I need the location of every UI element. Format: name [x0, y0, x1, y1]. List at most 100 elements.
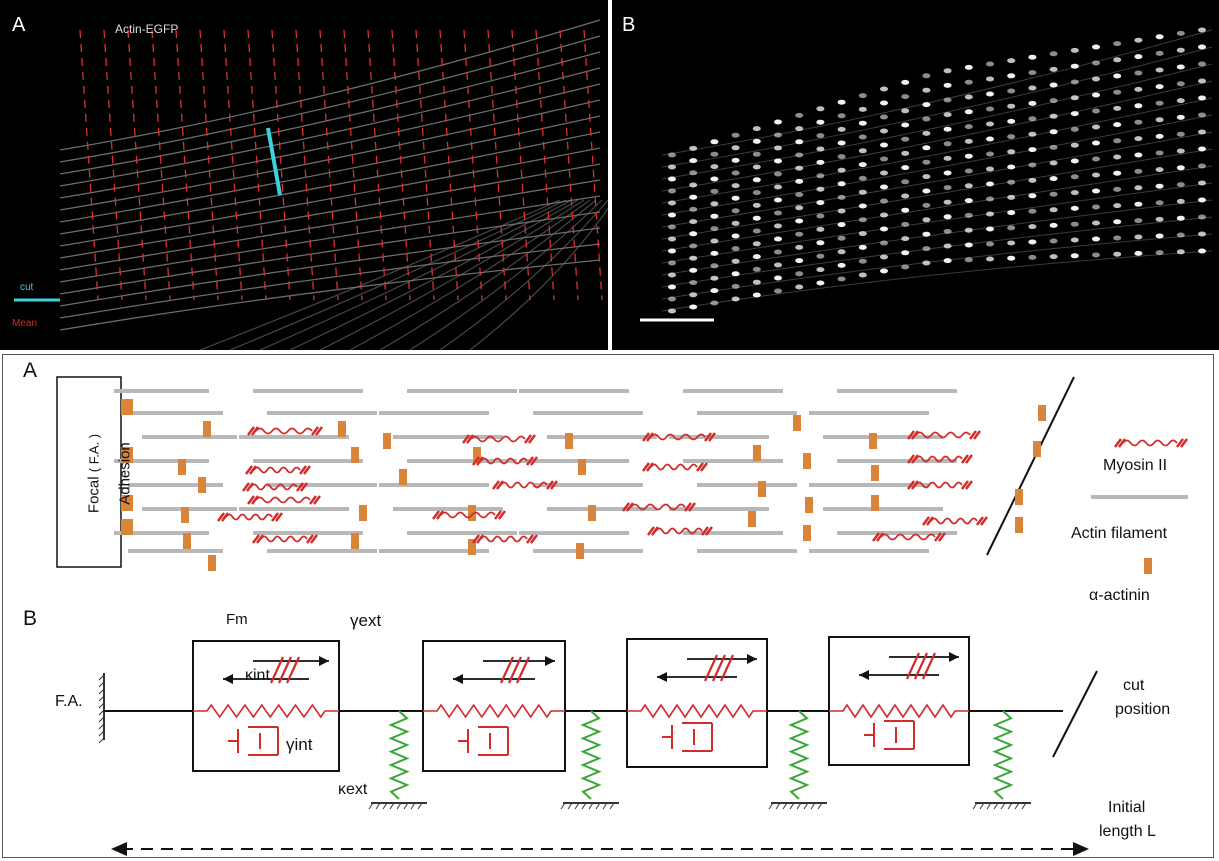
actinin-punctum: [752, 151, 761, 157]
actinin-punctum: [689, 292, 698, 298]
actinin-punctum: [731, 258, 740, 264]
actinin-punctum: [1092, 92, 1100, 98]
actinin-punctum: [1176, 182, 1185, 188]
motor-crossbridge: [712, 654, 726, 682]
schematic-frame: A Focal ( F.A. ) Adhesion Myosin II Acti…: [2, 354, 1214, 858]
actinin-punctum: [1176, 249, 1185, 255]
ground-hatch: [1007, 802, 1013, 810]
actinin-punctum: [816, 159, 825, 165]
actinin-punctum: [795, 112, 804, 118]
sarcomere-unit-1: [192, 640, 340, 772]
actinin-punctum: [1007, 179, 1016, 185]
actinin-punctum: [1028, 116, 1037, 122]
actinin-punctum: [880, 198, 888, 204]
actinin-punctum: [1070, 111, 1079, 117]
internal-spring: [627, 703, 767, 719]
motor-arrowhead-left: [859, 670, 869, 680]
fiber: [661, 97, 1213, 204]
motor-crossbridge: [270, 656, 284, 684]
actinin-punctum: [1092, 60, 1100, 66]
actinin-punctum: [1198, 248, 1206, 254]
actinin-punctum: [1155, 167, 1164, 173]
actinin-punctum: [1155, 84, 1164, 90]
fa-hatch: [98, 695, 105, 702]
actinin-punctum: [816, 119, 825, 125]
ground-hatch: [417, 802, 423, 810]
actinin-punctum: [1028, 239, 1037, 245]
actinin-punctum: [710, 275, 719, 281]
ground-hatch: [810, 802, 816, 810]
actinin-punctum: [752, 292, 761, 298]
actinin-punctum: [901, 122, 910, 128]
myosin-motor: [622, 502, 696, 512]
ground-hatch: [1014, 802, 1020, 810]
ground-hatch: [382, 802, 388, 810]
actinin-punctum: [1070, 237, 1079, 243]
alpha-actinin: [208, 555, 216, 571]
actinin-punctum: [986, 226, 994, 232]
actinin-punctum: [880, 100, 888, 106]
actinin-punctum: [964, 168, 973, 174]
alpha-actinin: [383, 433, 391, 449]
actinin-punctum: [901, 193, 910, 199]
unit-box: [626, 638, 768, 768]
actinin-punctum: [1092, 252, 1100, 258]
actinin-punctum: [858, 203, 867, 209]
stress-fiber: [59, 179, 601, 271]
actinin-punctum: [1007, 103, 1016, 109]
tracking-line: [79, 29, 99, 301]
fa-hatch: [98, 688, 105, 695]
actinin-punctum: [1049, 222, 1058, 228]
actinin-punctum: [710, 213, 719, 219]
actinin-punctum: [1049, 176, 1058, 182]
actinin-punctum: [880, 156, 888, 162]
initial-length-label-line2: length L: [1099, 823, 1156, 840]
actinin-punctum: [837, 235, 846, 241]
sarcomere-unit-3: [626, 638, 768, 768]
ext-spring-coil: [580, 710, 602, 800]
ground-hatch: [1000, 802, 1006, 810]
cut-legend-label: cut: [20, 282, 34, 293]
actinin-punctum: [668, 212, 676, 218]
actinin-punctum: [1176, 215, 1185, 221]
actinin-punctum: [752, 241, 761, 247]
actinin-punctum: [1092, 156, 1100, 162]
actinin-punctum: [689, 145, 698, 151]
actinin-punctum: [1176, 148, 1185, 154]
stress-fiber: [59, 259, 601, 331]
actinin-punctum: [774, 184, 782, 190]
actinin-punctum: [1070, 47, 1079, 53]
actinin-punctum: [774, 145, 782, 151]
fiber: [661, 216, 1213, 288]
actinin-punctum: [943, 199, 952, 205]
actinin-punctum: [901, 221, 910, 227]
stress-fiber-filaments: [114, 389, 1046, 571]
actinin-punctum: [1155, 100, 1164, 106]
actinin-punctum: [922, 159, 931, 165]
ground-hatch: [567, 802, 573, 810]
actinin-punctum: [710, 250, 719, 256]
actinin-punctum: [1198, 27, 1206, 33]
actinin-punctum: [668, 164, 676, 170]
actinin-punctum: [837, 126, 846, 132]
actinin-punctum: [1134, 152, 1143, 158]
actinin-punctum: [774, 171, 782, 177]
actinin-punctum: [752, 215, 761, 221]
actinin-punctum: [1007, 164, 1016, 170]
actinin-punctum: [943, 214, 952, 220]
tracking-line: [583, 29, 603, 301]
actinin-punctum: [689, 170, 698, 176]
actinin-punctum: [668, 152, 676, 158]
actinin-punctum: [1070, 190, 1079, 196]
actinin-punctum: [752, 266, 761, 272]
alpha-actinin: [351, 447, 359, 463]
motor-arrowhead-left: [453, 674, 463, 684]
actinin-punctum: [1155, 250, 1164, 256]
fiber: [661, 250, 1213, 312]
motor-arrowhead-right: [545, 656, 555, 666]
actinin-punctum: [731, 220, 740, 226]
mean-legend-label: Mean: [12, 318, 38, 329]
myosin-motor: [252, 534, 318, 544]
gamma-int-label: γint: [286, 735, 313, 754]
actinin-punctum: [668, 308, 676, 314]
